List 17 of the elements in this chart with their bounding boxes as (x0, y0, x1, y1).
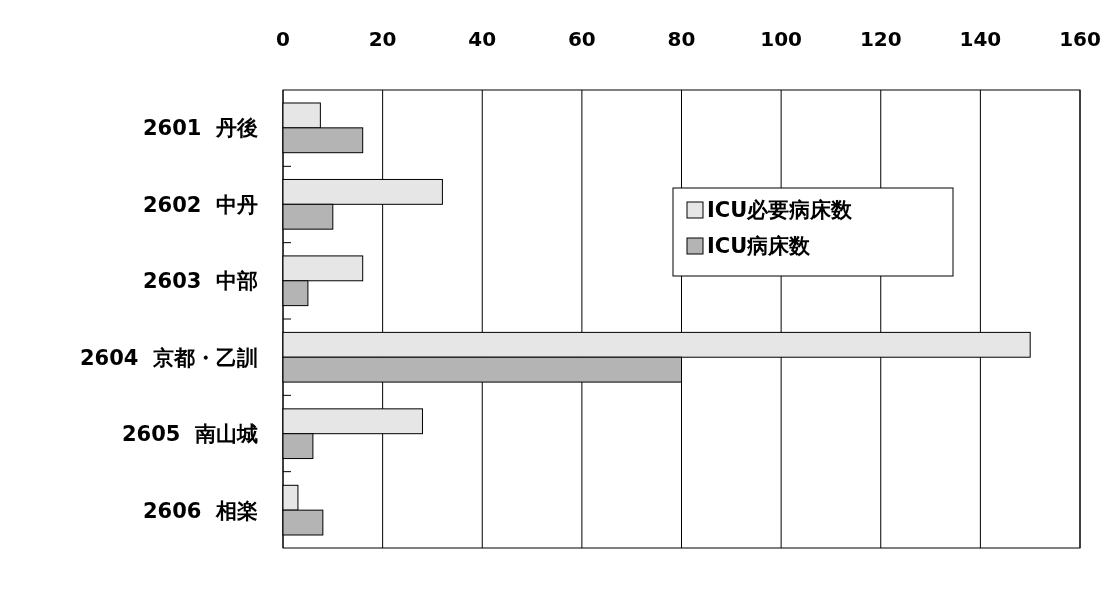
x-tick-label: 0 (276, 27, 290, 51)
x-tick-label: 40 (468, 27, 497, 51)
y-tick-label: 2604 京都・乙訓 (79, 345, 258, 370)
x-tick-label: 120 (859, 27, 902, 51)
x-tick-label: 100 (760, 27, 802, 51)
y-tick-label: 2605 南山城 (121, 422, 258, 447)
x-tick-label: 140 (959, 27, 1002, 51)
x-tick-label: 80 (667, 27, 696, 51)
y-tick-label: 2603 中部 (142, 269, 258, 294)
x-tick-label: 20 (368, 27, 397, 51)
y-tick-label: 2601 丹後 (142, 116, 258, 141)
legend-label: ICU病床数 (707, 234, 812, 259)
y-tick-label: 2602 中丹 (142, 192, 258, 217)
x-tick-label: 60 (567, 27, 596, 51)
y-tick-label: 2606 相楽 (142, 498, 258, 523)
x-tick-label: 160 (1059, 27, 1101, 51)
legend-label: ICU必要病床数 (707, 198, 854, 223)
